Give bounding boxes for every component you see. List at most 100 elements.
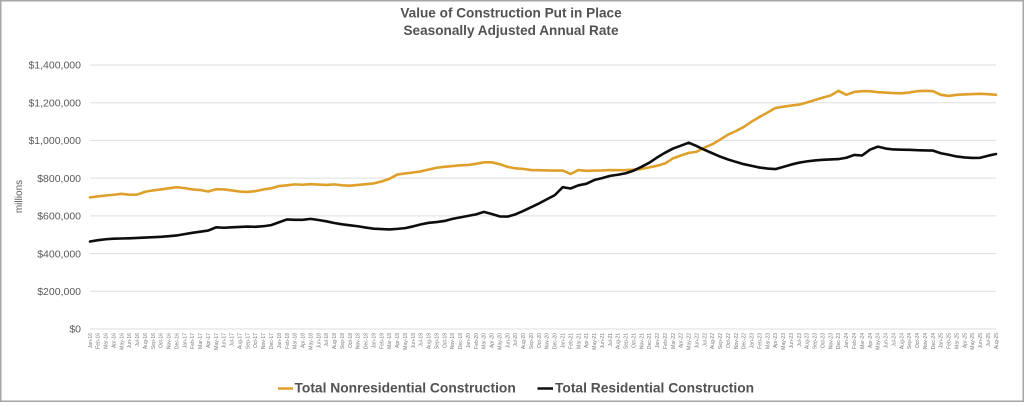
svg-text:Feb-23: Feb-23 <box>757 333 763 349</box>
svg-text:Apr-24: Apr-24 <box>868 333 874 348</box>
svg-text:Sep-24: Sep-24 <box>907 333 913 349</box>
svg-text:Nov-20: Nov-20 <box>545 333 551 349</box>
svg-text:Jan-18: Jan-18 <box>277 333 283 349</box>
svg-text:$400,000: $400,000 <box>37 248 81 260</box>
svg-text:$1,200,000: $1,200,000 <box>28 97 81 109</box>
svg-text:Mar-22: Mar-22 <box>671 333 677 349</box>
svg-text:May-19: May-19 <box>403 333 409 350</box>
svg-text:Aug-19: Aug-19 <box>427 333 433 349</box>
svg-text:Jun-25: Jun-25 <box>978 333 984 349</box>
svg-text:Jun-23: Jun-23 <box>789 333 795 349</box>
svg-text:Jul-21: Jul-21 <box>608 333 614 347</box>
svg-text:Dec-24: Dec-24 <box>931 333 937 349</box>
svg-text:Nov-24: Nov-24 <box>923 333 929 349</box>
svg-text:Jul-17: Jul-17 <box>230 333 236 347</box>
svg-text:May-23: May-23 <box>781 333 787 350</box>
svg-text:Mar-17: Mar-17 <box>198 333 204 349</box>
svg-text:$1,000,000: $1,000,000 <box>28 135 81 147</box>
svg-text:Apr-21: Apr-21 <box>584 333 590 348</box>
svg-text:Jan-17: Jan-17 <box>182 333 188 349</box>
svg-text:Value of Construction Put in P: Value of Construction Put in Place <box>400 6 622 21</box>
svg-text:Jul-20: Jul-20 <box>513 333 519 347</box>
svg-text:Apr-25: Apr-25 <box>962 333 968 348</box>
svg-text:Jun-19: Jun-19 <box>411 333 417 349</box>
svg-text:May-24: May-24 <box>876 333 882 350</box>
svg-text:$800,000: $800,000 <box>37 173 81 185</box>
svg-text:Mar-25: Mar-25 <box>954 333 960 349</box>
svg-text:Sep-23: Sep-23 <box>813 333 819 349</box>
svg-text:Nov-16: Nov-16 <box>167 333 173 349</box>
svg-text:Jul-19: Jul-19 <box>419 333 425 347</box>
svg-text:Dec-22: Dec-22 <box>742 333 748 349</box>
svg-text:Jan-22: Jan-22 <box>655 333 661 349</box>
svg-text:Oct-18: Oct-18 <box>348 333 354 348</box>
svg-text:Sep-19: Sep-19 <box>434 333 440 349</box>
svg-text:Apr-20: Apr-20 <box>490 333 496 348</box>
svg-text:Jul-25: Jul-25 <box>986 333 992 347</box>
svg-text:Aug-23: Aug-23 <box>805 333 811 349</box>
svg-text:Sep-16: Sep-16 <box>151 333 157 349</box>
svg-text:Feb-21: Feb-21 <box>568 333 574 349</box>
svg-text:Jul-18: Jul-18 <box>324 333 330 347</box>
svg-text:Aug-16: Aug-16 <box>143 333 149 349</box>
svg-text:Apr-19: Apr-19 <box>395 333 401 348</box>
svg-text:Oct-19: Oct-19 <box>442 333 448 348</box>
svg-text:Mar-21: Mar-21 <box>576 333 582 349</box>
svg-text:Sep-20: Sep-20 <box>529 333 535 349</box>
svg-text:May-20: May-20 <box>497 333 503 350</box>
svg-text:Aug-20: Aug-20 <box>521 333 527 349</box>
svg-text:Aug-18: Aug-18 <box>332 333 338 349</box>
svg-text:Oct-17: Oct-17 <box>253 333 259 348</box>
svg-text:Feb-16: Feb-16 <box>96 333 102 349</box>
svg-text:Aug-21: Aug-21 <box>616 333 622 349</box>
svg-text:Oct-22: Oct-22 <box>726 333 732 348</box>
svg-text:Sep-18: Sep-18 <box>340 333 346 349</box>
svg-text:Jan-23: Jan-23 <box>750 333 756 349</box>
svg-text:Jun-16: Jun-16 <box>127 333 133 349</box>
svg-text:May-17: May-17 <box>214 333 220 350</box>
svg-text:Aug-17: Aug-17 <box>237 333 243 349</box>
svg-text:Sep-21: Sep-21 <box>624 333 630 349</box>
svg-text:Dec-21: Dec-21 <box>647 333 653 349</box>
svg-text:Feb-24: Feb-24 <box>852 333 858 349</box>
svg-text:Jun-17: Jun-17 <box>222 333 228 349</box>
svg-text:May-25: May-25 <box>970 333 976 350</box>
svg-text:Oct-23: Oct-23 <box>820 333 826 348</box>
svg-text:$200,000: $200,000 <box>37 286 81 298</box>
svg-text:May-22: May-22 <box>687 333 693 350</box>
svg-text:May-18: May-18 <box>308 333 314 350</box>
svg-text:Jul-23: Jul-23 <box>797 333 803 347</box>
svg-text:Jan-21: Jan-21 <box>561 333 567 349</box>
svg-text:millions: millions <box>14 180 25 213</box>
svg-text:Mar-18: Mar-18 <box>293 333 299 349</box>
svg-text:Dec-18: Dec-18 <box>364 333 370 349</box>
svg-text:Jan-16: Jan-16 <box>88 333 94 349</box>
svg-text:Jun-18: Jun-18 <box>316 333 322 349</box>
svg-text:Apr-18: Apr-18 <box>301 333 307 348</box>
svg-text:Oct-24: Oct-24 <box>915 333 921 348</box>
svg-text:Sep-17: Sep-17 <box>245 333 251 349</box>
svg-text:Feb-18: Feb-18 <box>285 333 291 349</box>
svg-text:Mar-19: Mar-19 <box>387 333 393 349</box>
svg-text:Nov-17: Nov-17 <box>261 333 267 349</box>
svg-text:Aug-25: Aug-25 <box>994 333 1000 349</box>
svg-text:Sep-22: Sep-22 <box>718 333 724 349</box>
svg-text:Dec-20: Dec-20 <box>553 333 559 349</box>
svg-text:Apr-17: Apr-17 <box>206 333 212 348</box>
svg-text:Nov-19: Nov-19 <box>450 333 456 349</box>
svg-text:Nov-18: Nov-18 <box>356 333 362 349</box>
svg-text:Feb-17: Feb-17 <box>190 333 196 349</box>
svg-text:Nov-21: Nov-21 <box>639 333 645 349</box>
svg-text:Dec-16: Dec-16 <box>174 333 180 349</box>
svg-text:Aug-24: Aug-24 <box>899 333 905 349</box>
svg-text:Oct-21: Oct-21 <box>631 333 637 348</box>
svg-text:Total Residential Construction: Total Residential Construction <box>555 381 754 396</box>
svg-text:Oct-20: Oct-20 <box>537 333 543 348</box>
svg-text:Oct-16: Oct-16 <box>159 333 165 348</box>
svg-text:Total Nonresidential Construct: Total Nonresidential Construction <box>295 381 516 396</box>
svg-text:Feb-20: Feb-20 <box>474 333 480 349</box>
svg-text:Feb-25: Feb-25 <box>947 333 953 349</box>
svg-text:$0: $0 <box>69 324 81 336</box>
svg-text:$600,000: $600,000 <box>37 211 81 223</box>
svg-text:Jun-20: Jun-20 <box>505 333 511 349</box>
